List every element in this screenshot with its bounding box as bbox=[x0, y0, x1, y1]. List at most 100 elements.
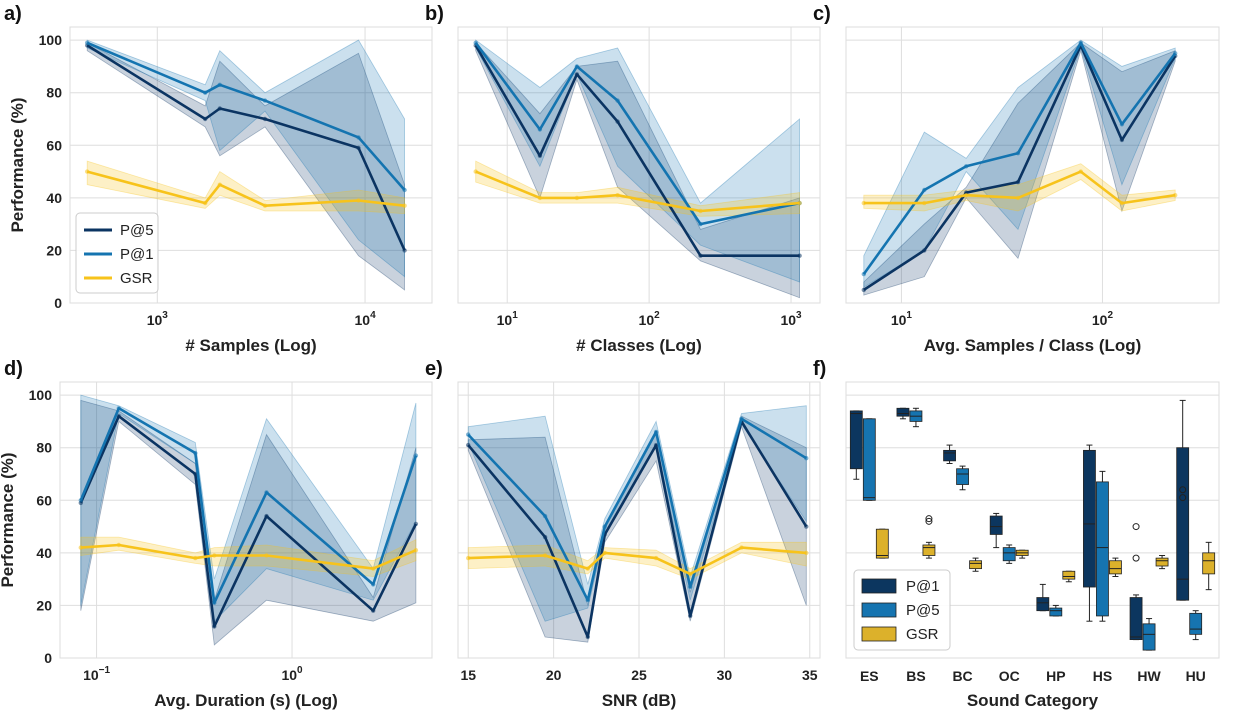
point-gsr bbox=[574, 195, 580, 201]
series-lines bbox=[78, 406, 419, 629]
point-p5 bbox=[193, 471, 198, 477]
box-box_p1 bbox=[989, 515, 1003, 535]
box-box_p1 bbox=[1036, 597, 1050, 612]
category-bs bbox=[896, 407, 936, 559]
x-axis-title: # Samples (Log) bbox=[185, 336, 316, 355]
point-p5 bbox=[466, 442, 471, 448]
x-tick-exponent: 3 bbox=[162, 310, 168, 321]
category-hp bbox=[1036, 570, 1076, 617]
x-tick-label: 15 bbox=[460, 667, 476, 683]
point-p1 bbox=[193, 450, 198, 456]
x-tick-label: HW bbox=[1137, 668, 1161, 684]
box-box_p5 bbox=[1096, 481, 1109, 617]
x-tick-exponent: 0 bbox=[297, 665, 303, 676]
point-p1 bbox=[537, 127, 543, 132]
point-p1 bbox=[203, 90, 208, 95]
x-axis-title: Avg. Samples / Class (Log) bbox=[924, 336, 1142, 355]
x-tick-base: 35 bbox=[802, 667, 818, 683]
point-p1 bbox=[371, 582, 376, 587]
y-tick-label: 80 bbox=[46, 85, 62, 101]
box-box_p1 bbox=[896, 407, 910, 417]
point-p5 bbox=[402, 248, 407, 253]
flier bbox=[1179, 486, 1187, 494]
series-lines bbox=[466, 416, 809, 640]
x-tick-label: 102 bbox=[1092, 310, 1114, 328]
panel-label: d) bbox=[4, 358, 23, 380]
panel-f: ES BS BC OC HP HS HW HU Sound Category f) P@1 P@5 GS… bbox=[813, 358, 1220, 710]
point-p1 bbox=[922, 187, 927, 193]
box-box_p5 bbox=[956, 468, 969, 485]
x-tick-label: 35 bbox=[802, 667, 818, 683]
point-p5 bbox=[797, 253, 802, 258]
point-gsr bbox=[473, 169, 478, 174]
legend-label-box_gsr: GSR bbox=[906, 626, 939, 643]
x-tick-base: 10 bbox=[497, 312, 513, 328]
legend-label-p5: P@5 bbox=[120, 222, 154, 239]
point-gsr bbox=[964, 193, 969, 198]
x-tick-base: 10 bbox=[147, 312, 163, 328]
point-p1 bbox=[85, 40, 90, 45]
point-p5 bbox=[356, 145, 361, 151]
point-gsr bbox=[116, 542, 122, 548]
x-tick-exponent: 3 bbox=[796, 310, 802, 321]
point-p5 bbox=[922, 248, 927, 253]
line-p1 bbox=[467, 417, 807, 602]
x-tick-label: 102 bbox=[639, 310, 661, 328]
series-lines bbox=[861, 40, 1178, 293]
line-gsr bbox=[475, 170, 800, 213]
point-p1 bbox=[473, 40, 478, 45]
x-tick-label: 20 bbox=[546, 667, 562, 683]
point-p1 bbox=[602, 524, 607, 529]
band-gsr bbox=[475, 160, 800, 217]
point-p1 bbox=[356, 135, 361, 140]
y-tick-label: 20 bbox=[36, 597, 52, 613]
y-tick-label: 80 bbox=[36, 440, 52, 456]
line-p5 bbox=[474, 44, 800, 257]
point-p1 bbox=[542, 513, 548, 519]
x-axis-title: Sound Category bbox=[967, 691, 1099, 710]
x-tick-exponent: 1 bbox=[906, 310, 912, 321]
point-p1 bbox=[116, 406, 122, 411]
band-gsr bbox=[86, 160, 405, 215]
point-gsr bbox=[203, 200, 208, 206]
point-p1 bbox=[1173, 51, 1178, 56]
x-tick-label: HP bbox=[1046, 668, 1065, 684]
box-box_p5 bbox=[1002, 547, 1016, 562]
boxes bbox=[849, 399, 1216, 651]
point-gsr bbox=[861, 200, 866, 206]
legend-swatch-box_p5 bbox=[861, 602, 897, 618]
category-bc bbox=[943, 444, 982, 572]
x-tick-label: BS bbox=[906, 668, 925, 684]
panel-label: c) bbox=[813, 3, 831, 25]
point-gsr bbox=[698, 208, 703, 214]
point-p5 bbox=[264, 513, 269, 519]
category-oc bbox=[989, 512, 1029, 564]
panel-label: a) bbox=[4, 3, 22, 25]
plot-area bbox=[845, 26, 1220, 304]
y-axis-title: Performance (%) bbox=[0, 452, 17, 587]
point-p5 bbox=[1119, 137, 1125, 143]
band-p1 bbox=[863, 39, 1176, 288]
confidence-bands bbox=[86, 39, 405, 291]
point-p5 bbox=[653, 442, 659, 448]
point-p1 bbox=[264, 490, 269, 495]
y-tick-label: 0 bbox=[54, 295, 62, 311]
x-tick-exponent: 4 bbox=[370, 310, 376, 321]
y-tick-label: 60 bbox=[36, 492, 52, 508]
point-p5 bbox=[861, 287, 866, 293]
flier bbox=[1132, 554, 1140, 562]
box-box_p5 bbox=[1189, 612, 1203, 635]
x-tick-base: 10 bbox=[281, 667, 297, 683]
point-p5 bbox=[212, 624, 217, 629]
point-p1 bbox=[688, 584, 693, 590]
category-hs bbox=[1083, 444, 1122, 622]
box-box_gsr bbox=[1062, 570, 1076, 580]
box-box_p1 bbox=[1176, 447, 1190, 601]
x-tick-base: 20 bbox=[546, 667, 562, 683]
point-gsr bbox=[264, 553, 269, 558]
point-p1 bbox=[739, 416, 744, 421]
flier bbox=[925, 515, 933, 523]
flier bbox=[1132, 523, 1140, 531]
